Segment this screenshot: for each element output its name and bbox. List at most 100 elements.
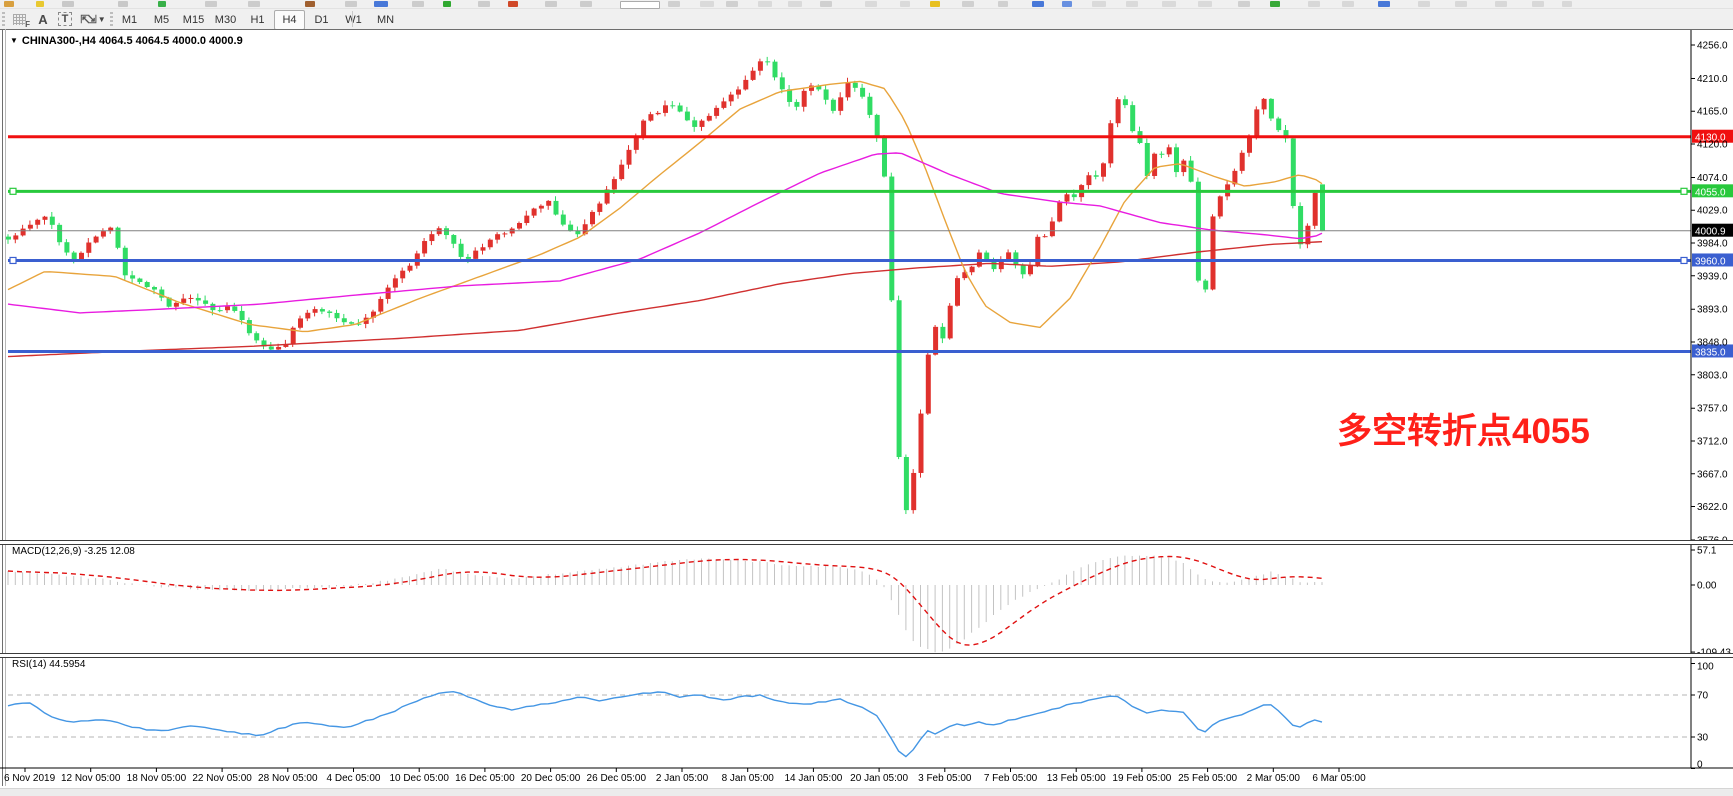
toolbar-icon-fragment[interactable] [4, 1, 14, 7]
toolbar-icon-fragment[interactable] [668, 1, 680, 7]
candle-body [1254, 109, 1260, 136]
candle-body [823, 89, 829, 100]
arrow-tools-icon[interactable]: ⇱⇲ ▼ [78, 10, 108, 28]
candle-body [268, 346, 274, 350]
candle-body [305, 312, 311, 319]
level-handle[interactable] [9, 187, 17, 195]
candle-body [1152, 153, 1158, 176]
price-badge-label: 4055.0 [1695, 187, 1726, 198]
toolbar-icon-fragment[interactable] [1455, 1, 1467, 7]
candle-body [1144, 142, 1150, 176]
candle-body [1320, 184, 1325, 231]
panel-splitter-rsi[interactable] [0, 653, 1733, 658]
toolbar-icon-fragment[interactable] [700, 1, 714, 7]
candle-body [641, 120, 647, 138]
candle-body [480, 247, 486, 251]
candle-body [217, 310, 223, 312]
toolbar-icon-fragment[interactable] [900, 1, 910, 7]
toolbar-grip[interactable] [2, 12, 5, 26]
panel-splitter-macd[interactable] [0, 540, 1733, 545]
toolbar-icon-fragment[interactable] [998, 1, 1008, 7]
toolbar-icon-fragment[interactable] [865, 1, 877, 7]
toolbar-icon-fragment[interactable] [962, 1, 974, 7]
candle-body [918, 413, 924, 473]
toolbar-separator [352, 11, 353, 27]
text-box-icon[interactable]: T [56, 10, 74, 28]
toolbar-icon-fragment[interactable] [1378, 1, 1390, 7]
toolbar-icon-fragment[interactable] [545, 1, 557, 7]
toolbar-icon-fragment[interactable] [412, 1, 424, 7]
toolbar-icon-fragment[interactable] [305, 1, 315, 7]
level-handle[interactable] [9, 256, 17, 265]
toolbar-icon-fragment[interactable] [620, 1, 660, 9]
toolbar-icon-fragment[interactable] [1092, 1, 1106, 7]
text-label-icon[interactable]: A [38, 11, 48, 27]
toolbar-icon-fragment[interactable] [443, 1, 451, 7]
toolbar-icon-fragment[interactable] [930, 1, 940, 7]
timeframe-button-W1[interactable]: W1 [345, 14, 362, 26]
toolbar-icon-fragment[interactable] [1198, 1, 1212, 7]
price-badge [1692, 129, 1733, 143]
timeframe-button-M1[interactable]: M1 [121, 14, 138, 26]
candle-body [794, 101, 800, 107]
timeframe-button-D1[interactable]: D1 [314, 14, 329, 26]
toolbar-icon-fragment[interactable] [158, 1, 166, 7]
toolbar-icon-fragment[interactable] [345, 1, 357, 7]
candle-body [1071, 194, 1077, 198]
toolbar-icon-fragment[interactable] [36, 1, 44, 7]
toolbar-icon-fragment[interactable] [205, 1, 217, 7]
price-badge-label: 4000.9 [1695, 227, 1726, 238]
timeframe-button-MN[interactable]: MN [376, 14, 395, 26]
chart-text-annotation[interactable]: 多空转折点4055 [1337, 412, 1590, 451]
candle-body [49, 216, 55, 225]
toolbar-icon-fragment[interactable] [248, 1, 260, 7]
toolbar-icon-fragment[interactable] [758, 1, 772, 7]
candle-body [152, 287, 157, 290]
toolbar-grip[interactable] [110, 12, 113, 26]
timeframe-button-H1[interactable]: H1 [250, 14, 265, 26]
candle-body [130, 275, 136, 279]
toolbar-icon-fragment[interactable] [1238, 1, 1250, 7]
candle-body [546, 200, 552, 206]
toolbar-icon-fragment[interactable] [1532, 1, 1544, 7]
toolbar-icon-fragment[interactable] [1062, 1, 1072, 7]
toolbar-icon-fragment[interactable] [1126, 1, 1138, 7]
toolbar-icon-fragment[interactable] [1495, 1, 1507, 7]
toolbar-icon-fragment[interactable] [1308, 1, 1320, 7]
candle-body [1276, 118, 1282, 131]
candle-body [100, 231, 106, 237]
toolbar-icon-fragment[interactable] [726, 1, 738, 7]
toolbar-icon-fragment[interactable] [374, 1, 388, 7]
candle-body [553, 200, 559, 215]
toolbar-icon-fragment[interactable] [508, 1, 518, 7]
timeframe-button-M5[interactable]: M5 [153, 14, 170, 26]
candle-body [57, 224, 63, 243]
timeframe-button-M30[interactable]: M30 [214, 14, 237, 26]
toolbar-icon-fragment[interactable] [1418, 1, 1430, 7]
toolbar-icon-fragment[interactable] [1342, 1, 1354, 7]
pattern-grid-icon[interactable]: F [8, 10, 30, 29]
ma-fast-line [7, 80, 1323, 333]
timeframe-button-M15[interactable]: M15 [182, 14, 205, 26]
time-axis-label: 19 Feb 05:00 [1112, 773, 1171, 784]
toolbar-icon-fragment[interactable] [580, 1, 592, 7]
price-badge-label: 3835.0 [1695, 347, 1726, 358]
level-handle[interactable] [1680, 256, 1688, 265]
candle-body [531, 208, 537, 216]
toolbar-icon-fragment[interactable] [1032, 1, 1044, 7]
candle-body [473, 250, 479, 259]
dropdown-caret-icon[interactable]: ▼ [97, 14, 106, 24]
toolbar-icon-fragment[interactable] [478, 1, 490, 7]
toolbar-icon-fragment[interactable] [1270, 1, 1280, 7]
toolbar-icon-fragment[interactable] [118, 1, 128, 7]
toolbar-icon-fragment[interactable] [1162, 1, 1176, 7]
toolbar-icon-fragment[interactable] [62, 1, 74, 7]
candle-body [1210, 216, 1216, 290]
level-handle[interactable] [1680, 187, 1688, 195]
toolbar-icon-fragment[interactable] [820, 1, 832, 7]
toolbar-icon-fragment[interactable] [788, 1, 802, 7]
candle-body [254, 333, 260, 341]
toolbar-icon-fragment[interactable] [1562, 1, 1572, 7]
symbol-dropdown-icon[interactable]: ▼ [10, 36, 18, 45]
